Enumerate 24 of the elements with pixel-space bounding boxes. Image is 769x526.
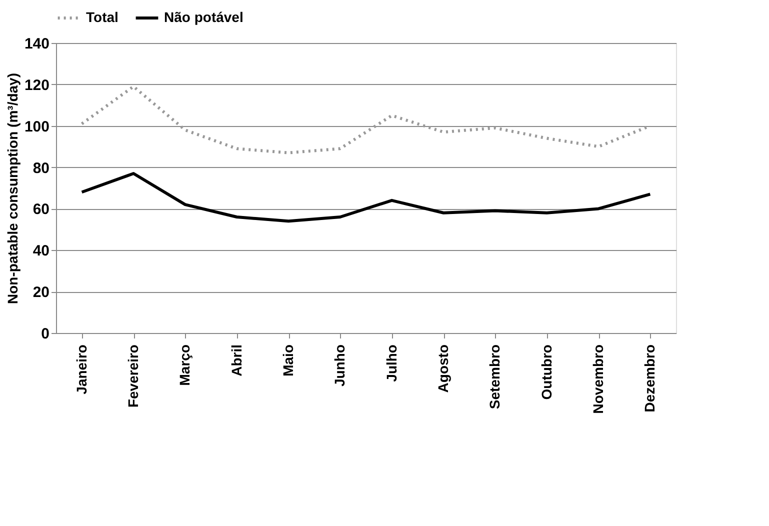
y-tick-label: 60 — [32, 201, 50, 218]
y-axis-title: Non-patable consumption (m³/day) — [4, 73, 20, 304]
x-tick-label: Setembro — [486, 344, 503, 410]
y-tick-label: 20 — [32, 284, 50, 302]
x-tick-label: Janeiro — [73, 344, 90, 394]
legend-label: Não potável — [164, 9, 244, 25]
y-tick-label: 100 — [24, 118, 50, 136]
x-tick-label: Agosto — [435, 344, 451, 393]
line-series — [80, 172, 652, 223]
y-tick-label: 120 — [24, 76, 50, 94]
x-tick-label: Março — [176, 344, 193, 386]
legend-label: Total — [86, 9, 118, 25]
x-tick-label: Junho — [332, 344, 348, 386]
x-tick-label: Maio — [280, 344, 296, 376]
x-tick-label: Dezembro — [642, 344, 658, 412]
x-tick-label: Novembro — [590, 344, 606, 414]
x-tick-label: Abril — [228, 344, 244, 376]
x-tick-label: Fevereiro — [125, 344, 141, 408]
y-tick-label: 140 — [24, 36, 50, 52]
y-tick-label: 0 — [41, 326, 50, 342]
x-tick-label: Outubro — [538, 344, 554, 400]
y-tick-label: 80 — [32, 160, 50, 177]
y-tick-label: 40 — [32, 242, 50, 260]
x-tick-label: Julho — [383, 344, 400, 382]
